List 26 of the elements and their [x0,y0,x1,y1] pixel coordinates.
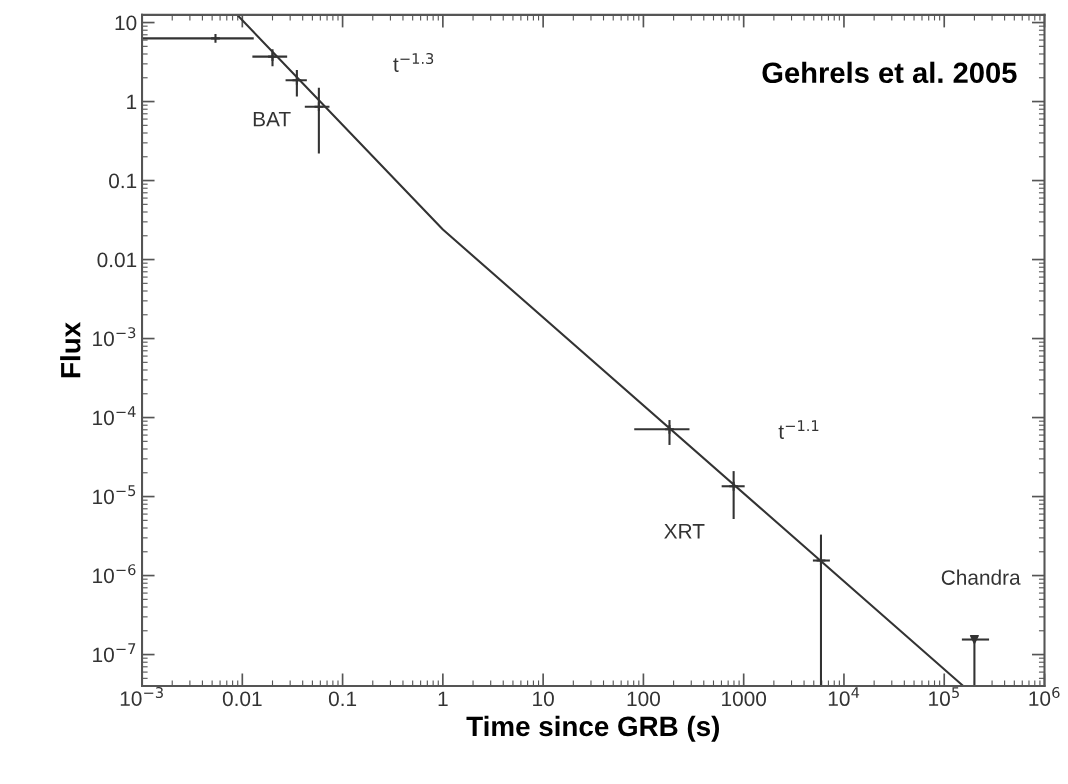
annotation: t$^{−1.1}$ [778,420,819,440]
annotation: Chandra [941,569,1021,585]
y-tick-label: 0.1 [109,173,137,189]
x-axis-title: Time since GRB (s) [466,715,719,742]
x-tick-label: 1000 [722,691,767,707]
y-tick-label: 10$^{−5}$ [93,485,136,505]
y-tick-label: 10$^{−6}$ [93,564,136,584]
y-tick-label: 10$^{−4}$ [93,406,136,426]
y-tick-label: 10 [115,15,137,31]
x-tick-label: 100 [627,691,660,707]
y-tick-label: 0.01 [97,252,137,268]
x-tick-label: 1 [438,691,448,706]
annotation: Gehrels et al. 2005 [762,61,1017,84]
annotation: BAT [253,111,291,127]
x-tick-label: 10 [533,691,554,707]
annotation: XRT [664,524,705,539]
y-tick-label: 10$^{−3}$ [93,327,136,347]
x-tick-label: 0.1 [328,691,357,707]
y-axis-title: Flux [60,322,81,378]
x-tick-label: 0.01 [222,691,262,707]
x-tick-label: 10$^{4}$ [828,687,860,707]
x-tick-label: 10$^{6}$ [1029,687,1060,706]
annotation: t$^{−1.3}$ [393,53,434,72]
x-tick-label: 10$^{5}$ [929,687,959,707]
y-tick-label: 10$^{−7}$ [93,643,136,663]
y-tick-label: 1 [127,94,137,110]
